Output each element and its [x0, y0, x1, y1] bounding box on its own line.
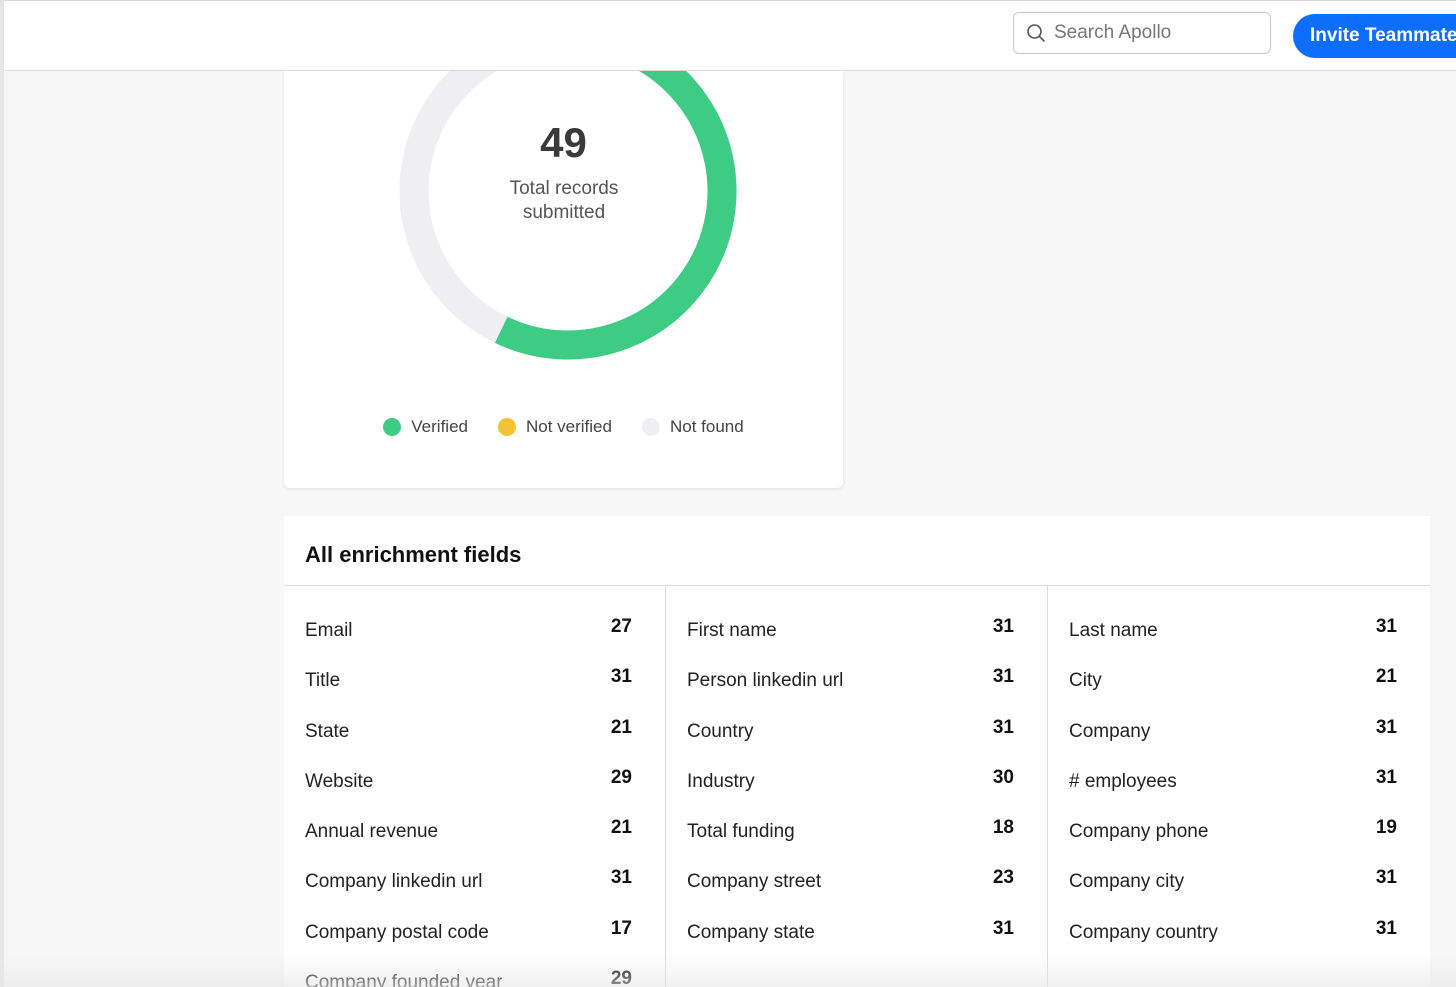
field-label: First name — [687, 620, 777, 641]
legend-item-not-found[interactable]: Not found — [641, 417, 744, 437]
field-row: Company country 31 — [1048, 918, 1430, 968]
field-row: Company postal code 17 — [284, 918, 665, 968]
field-label: # employees — [1069, 770, 1177, 792]
field-row: Industry 30 — [666, 767, 1047, 817]
field-count: 31 — [1375, 917, 1397, 939]
field-label: Company phone — [1069, 821, 1209, 843]
fields-column-1: Email 27 Title 31 State 21 Website 29 Annual rev… — [284, 586, 666, 987]
field-row: Country 31 — [666, 717, 1047, 767]
chart-legend: Verified Not verified Not found — [284, 417, 843, 437]
top-header: Invite Teammates — [4, 0, 1456, 71]
field-count: 21 — [1375, 666, 1397, 688]
field-label: Annual revenue — [305, 821, 439, 843]
field-row: State 21 — [284, 717, 665, 767]
field-row: First name 31 — [666, 616, 1047, 666]
enrichment-fields-card: All enrichment fields Email 27 Title 31 Stat… — [284, 516, 1430, 987]
field-label: Company linkedin url — [305, 871, 483, 893]
legend-dot-icon — [497, 418, 516, 436]
field-label: Company street — [687, 871, 822, 893]
field-row: Company city 31 — [1048, 867, 1430, 917]
field-label: Company city — [1069, 871, 1185, 893]
field-row: Last name 31 — [1048, 616, 1430, 666]
field-count: 29 — [610, 968, 632, 987]
search-input[interactable] — [1054, 22, 1254, 44]
field-count: 21 — [610, 716, 632, 738]
legend-dot-icon — [641, 418, 660, 436]
field-label: Company postal code — [305, 921, 489, 943]
donut-segment-not-found — [399, 71, 508, 343]
field-row: Company phone 19 — [1048, 817, 1430, 867]
fields-column-3: Last name 31 City 21 Company 31 # employees 31 C… — [1048, 586, 1430, 987]
field-count: 31 — [992, 917, 1014, 939]
field-count: 31 — [610, 666, 632, 688]
total-records-value: 49 — [540, 119, 587, 166]
field-label: Website — [305, 770, 374, 792]
field-count: 30 — [992, 766, 1014, 788]
field-row: Annual revenue 21 — [284, 817, 665, 867]
legend-item-verified[interactable]: Verified — [383, 417, 468, 437]
field-count: 31 — [1375, 716, 1397, 738]
field-count: 31 — [992, 666, 1014, 688]
donut-segment-verified — [494, 71, 737, 360]
enrichment-fields-table: Email 27 Title 31 State 21 Website 29 Annual rev… — [284, 586, 1430, 987]
legend-label: Verified — [411, 417, 468, 436]
field-row: Website 29 — [284, 767, 665, 817]
field-label: Company state — [687, 921, 815, 943]
legend-label: Not found — [669, 417, 744, 436]
field-label: Total funding — [687, 821, 795, 843]
donut-chart — [399, 71, 737, 360]
legend-dot-icon — [383, 418, 402, 436]
field-count: 19 — [1375, 817, 1397, 839]
field-row: Company linkedin url 31 — [284, 867, 665, 917]
field-count: 29 — [610, 766, 632, 788]
field-row: Total funding 18 — [666, 817, 1047, 867]
field-row: Company founded year 29 — [284, 968, 665, 987]
field-count: 21 — [610, 817, 632, 839]
field-row: Company street 23 — [666, 867, 1047, 917]
total-records-label: Total records submitted — [509, 178, 619, 223]
field-row: Person linkedin url 31 — [666, 666, 1047, 716]
search-icon — [1027, 24, 1045, 42]
field-label: Last name — [1069, 620, 1158, 641]
field-row: Title 31 — [284, 666, 665, 716]
field-label: Person linkedin url — [687, 670, 844, 692]
field-count: 31 — [1375, 766, 1397, 788]
field-count: 31 — [1375, 616, 1397, 637]
search-box[interactable] — [1013, 12, 1271, 54]
field-count: 31 — [992, 716, 1014, 738]
field-count: 31 — [610, 867, 632, 889]
field-label: Title — [305, 670, 341, 692]
field-row: Company state 31 — [666, 918, 1047, 968]
field-count: 31 — [1375, 867, 1397, 889]
field-count: 18 — [992, 817, 1014, 839]
legend-label: Not verified — [525, 417, 612, 436]
enrichment-fields-title: All enrichment fields — [284, 516, 1430, 586]
field-count: 17 — [610, 917, 632, 939]
field-count: 27 — [610, 616, 632, 637]
field-count: 23 — [992, 867, 1014, 889]
legend-item-not-verified[interactable]: Not verified — [497, 417, 612, 437]
field-label: City — [1069, 670, 1102, 692]
field-label: Company founded year — [305, 972, 503, 987]
field-row: # employees 31 — [1048, 767, 1430, 817]
field-label: Company — [1069, 720, 1151, 742]
invite-teammates-button[interactable]: Invite Teammates — [1293, 14, 1456, 58]
field-label: Country — [687, 720, 754, 742]
field-label: Industry — [687, 770, 755, 792]
field-row: Company 31 — [1048, 717, 1430, 767]
verification-summary-card: 49 Total records submitted Verified Not v… — [284, 71, 843, 488]
field-row: City 21 — [1048, 666, 1430, 716]
fields-column-2: First name 31 Person linkedin url 31 Country… — [666, 586, 1048, 987]
field-label: Company country — [1069, 921, 1218, 943]
field-label: State — [305, 720, 350, 742]
field-row: Email 27 — [284, 616, 665, 666]
field-label: Email — [305, 620, 353, 641]
field-count: 31 — [992, 616, 1014, 637]
